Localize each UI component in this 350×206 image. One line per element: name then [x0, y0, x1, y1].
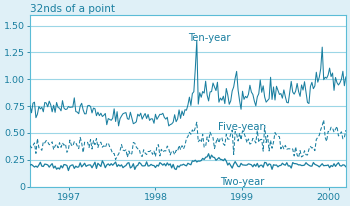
Text: Five-year: Five-year: [218, 122, 264, 132]
Text: Ten-year: Ten-year: [188, 33, 231, 43]
Text: Two-year: Two-year: [220, 177, 265, 187]
Text: 32nds of a point: 32nds of a point: [30, 4, 115, 14]
